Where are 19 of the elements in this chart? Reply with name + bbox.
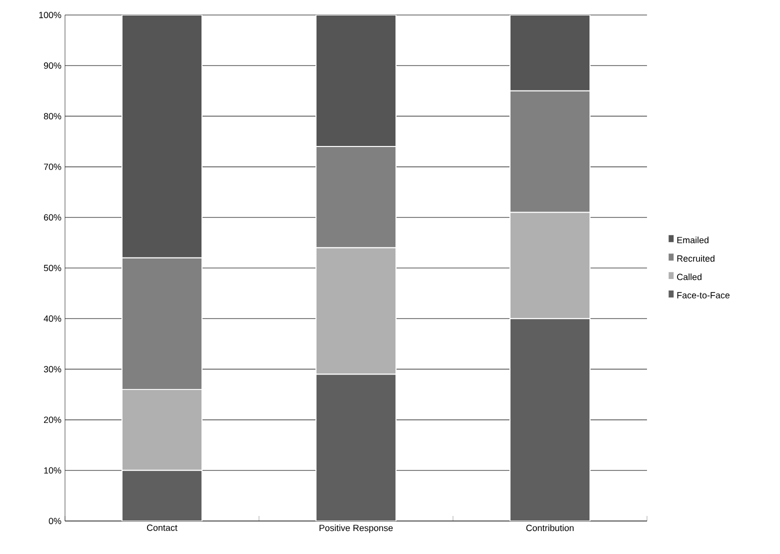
y-tick-label: 70%	[44, 164, 62, 170]
y-tick-label: 50%	[44, 264, 62, 272]
x-tick-label: Contribution	[526, 524, 574, 532]
y-tick-label: 20%	[44, 416, 62, 423]
legend-label: Called	[677, 274, 702, 280]
y-tick-label: 40%	[44, 315, 62, 322]
bar	[122, 470, 203, 521]
y-tick-label: 60%	[44, 214, 62, 221]
legend-label: Face-to-Face	[677, 292, 730, 298]
x-tick-label: Contact	[147, 524, 178, 531]
legend-label: Recruited	[677, 255, 714, 262]
y-tick-label: 100%	[39, 12, 62, 18]
x-tick-label: Positive Response	[320, 524, 393, 533]
y-tick-label: 30%	[44, 366, 62, 372]
legend-label: Emailed	[677, 236, 708, 244]
y-tick-label: 80%	[44, 113, 62, 120]
y-tick-label: 0%	[48, 518, 62, 524]
y-tick-label: 10%	[44, 467, 62, 474]
y-tick-label: 90%	[44, 62, 62, 69]
